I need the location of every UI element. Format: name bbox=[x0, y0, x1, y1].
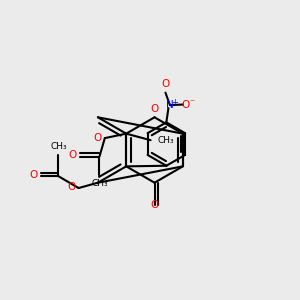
Text: CH₃: CH₃ bbox=[157, 136, 174, 145]
Text: O: O bbox=[68, 182, 76, 193]
Text: CH₃: CH₃ bbox=[91, 179, 108, 188]
Text: O: O bbox=[150, 200, 159, 210]
Text: O: O bbox=[181, 100, 190, 110]
Text: O: O bbox=[150, 104, 159, 114]
Text: O: O bbox=[161, 79, 169, 89]
Text: O: O bbox=[29, 170, 38, 180]
Text: N: N bbox=[166, 100, 174, 110]
Text: ⁻: ⁻ bbox=[189, 98, 194, 108]
Text: +: + bbox=[171, 98, 178, 106]
Text: O: O bbox=[68, 150, 76, 160]
Text: O: O bbox=[94, 133, 102, 142]
Text: CH₃: CH₃ bbox=[50, 142, 67, 151]
